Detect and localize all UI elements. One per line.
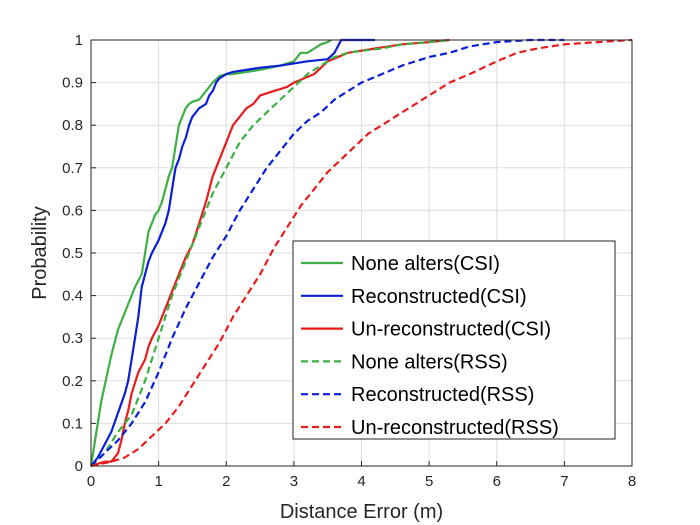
y-tick-label: 0.5	[62, 245, 83, 262]
legend-label-1: None alters(CSI)	[351, 253, 500, 275]
legend-box	[292, 240, 616, 440]
x-tick-label: 3	[290, 473, 298, 490]
y-tick-label: 0.4	[62, 288, 83, 305]
y-tick-label: 0.1	[62, 415, 83, 432]
series-line-4	[90, 38, 450, 467]
x-tick-label: 8	[628, 473, 636, 490]
y-tick-label: 0.7	[62, 160, 83, 177]
y-tick-label: 0.8	[62, 117, 83, 134]
y-axis-label: Probability	[29, 206, 51, 299]
x-tick-label: 1	[154, 473, 162, 490]
series-line-5	[90, 38, 565, 467]
y-tick-label: 0	[75, 458, 83, 475]
series-lines	[89, 38, 633, 468]
series-line-3	[90, 38, 450, 468]
legend-label-2: Reconstructed(CSI)	[351, 286, 527, 308]
x-tick-labels: 0 1 2 3 4 5 6 7 8	[87, 473, 636, 490]
series-line-1	[89, 39, 332, 467]
y-tick-label: 0.9	[62, 75, 83, 92]
axes-box	[90, 39, 633, 467]
y-tick-labels: 0 0.1 0.2 0.3 0.4 0.5 0.6 0.7 0.8 0.9 1	[62, 32, 83, 475]
x-tick-label: 2	[222, 473, 230, 490]
y-tick-label: 0.6	[62, 202, 83, 219]
series-line-2	[90, 38, 375, 467]
x-tick-label: 6	[493, 473, 501, 490]
legend-label-5: Reconstructed(RSS)	[351, 384, 534, 406]
legend: None alters(CSI) Reconstructed(CSI) Un-rec…	[292, 240, 616, 440]
legend-label-6: Un-reconstructed(RSS)	[351, 417, 559, 439]
x-axis-label: Distance Error (m)	[280, 501, 443, 523]
y-tick-label: 0.3	[62, 330, 83, 347]
y-tick-label: 1	[75, 32, 83, 49]
x-tick-label: 7	[560, 473, 568, 490]
legend-label-4: None alters(RSS)	[351, 351, 508, 373]
series-line-6	[90, 38, 633, 468]
x-tick-label: 0	[87, 473, 95, 490]
x-tick-label: 4	[357, 473, 365, 490]
y-tick-label: 0.2	[62, 373, 83, 390]
legend-label-3: Un-reconstructed(CSI)	[351, 319, 551, 341]
x-tick-label: 5	[425, 473, 433, 490]
